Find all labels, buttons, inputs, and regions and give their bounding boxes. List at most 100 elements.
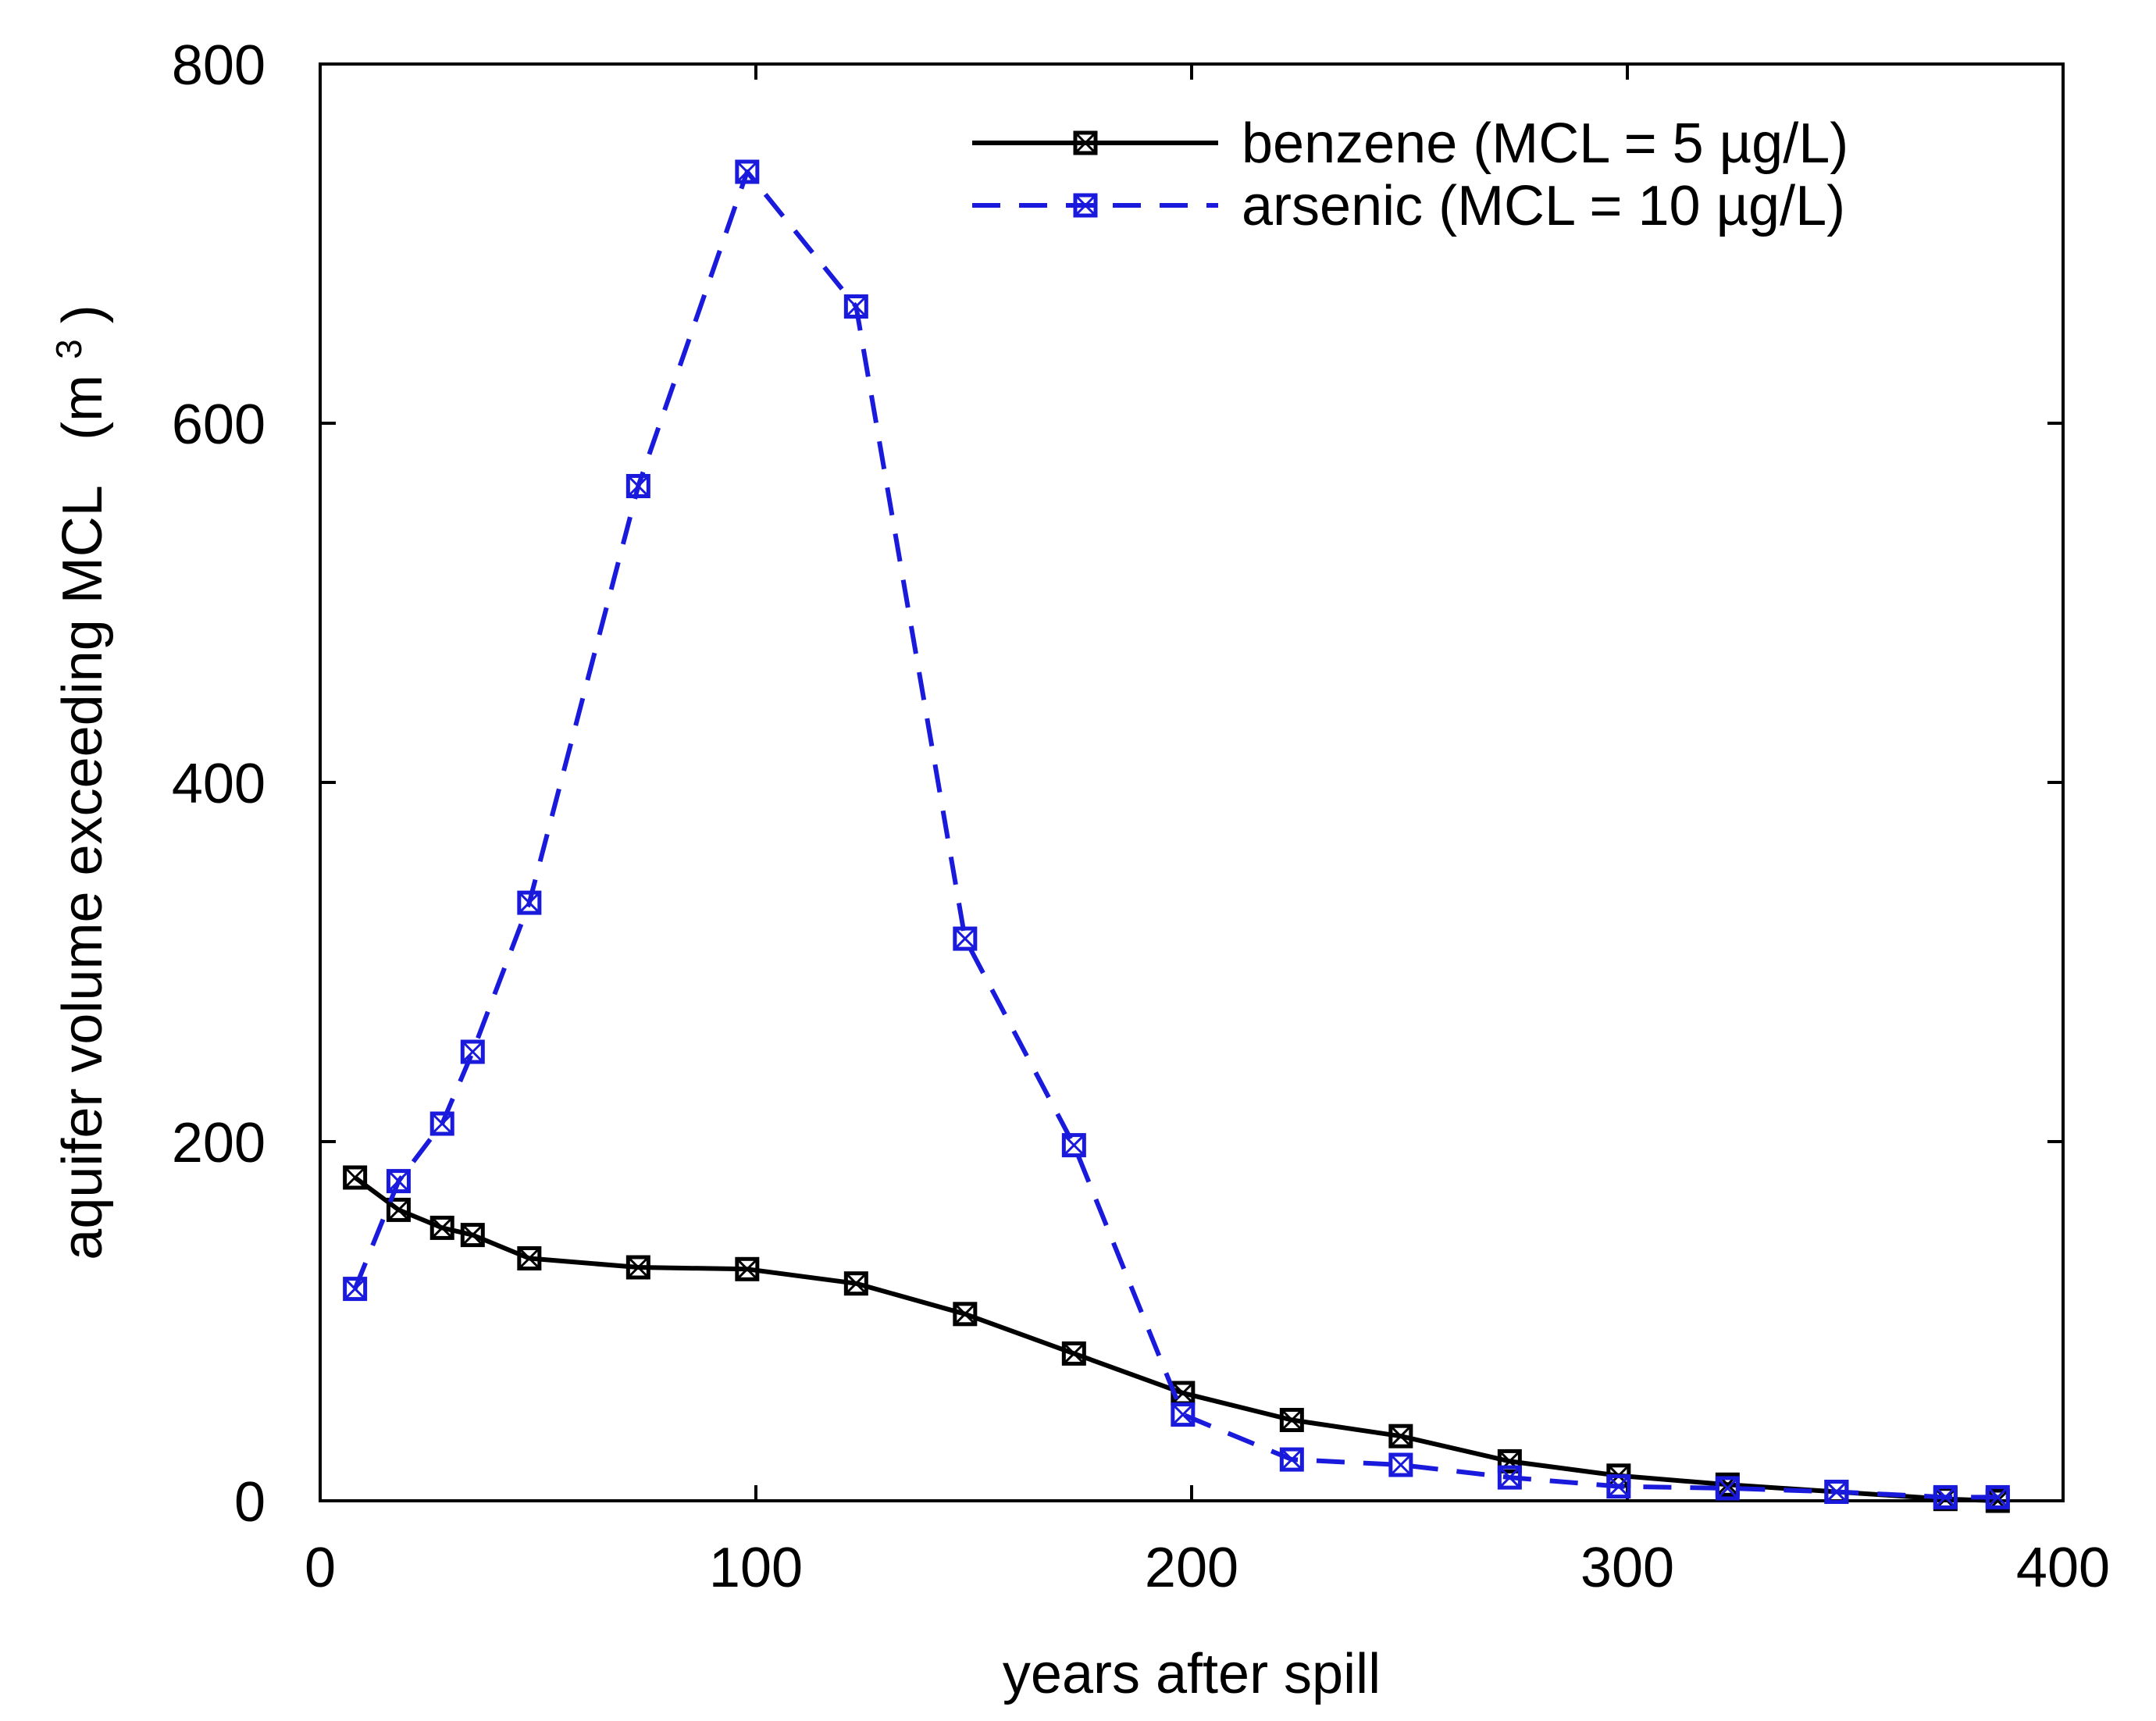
marker-square: [1279, 1408, 1304, 1432]
data-point: [735, 159, 760, 184]
marker-square: [1061, 1341, 1086, 1366]
data-point: [1388, 1423, 1413, 1448]
y-tick-label: 200: [172, 1112, 265, 1174]
legend-entry: benzene (MCL = 5 µg/L): [972, 112, 1848, 175]
marker-square: [1715, 1476, 1740, 1501]
marker-square: [625, 1255, 650, 1280]
marker-cross-b: [1987, 1486, 2009, 1509]
legend-entry: arsenic (MCL = 10 µg/L): [972, 175, 1845, 237]
marker-cross-b: [1825, 1480, 1848, 1503]
series-arsenic: [343, 159, 2010, 1509]
marker-cross-b: [627, 1256, 650, 1279]
y-tick-label: 600: [172, 394, 265, 456]
data-point: [625, 1255, 650, 1280]
y-tick-label: 400: [172, 753, 265, 815]
marker-square: [1279, 1447, 1304, 1472]
marker-square: [517, 1246, 542, 1270]
data-point: [735, 1256, 760, 1281]
marker-cross-b: [1281, 1448, 1303, 1471]
marker-cross-b: [518, 892, 540, 914]
marker-cross-b: [736, 1258, 758, 1281]
marker-square: [517, 890, 542, 915]
data-point: [386, 1169, 411, 1194]
marker-square: [625, 474, 650, 498]
data-series: [343, 159, 2010, 1513]
marker-cross-b: [461, 1224, 484, 1246]
y-axis-title-unit-exponent: 3: [48, 339, 89, 359]
marker-square: [843, 1271, 868, 1296]
marker-square: [735, 159, 760, 184]
marker-cross-b: [344, 1166, 366, 1189]
marker-square: [1606, 1474, 1631, 1499]
data-point: [429, 1111, 454, 1136]
marker-cross-b: [461, 1040, 484, 1064]
data-point: [1715, 1476, 1740, 1501]
marker-cross-b: [1281, 1409, 1303, 1431]
marker-cross-b: [1934, 1486, 1957, 1509]
series-benzene: [343, 1165, 2010, 1513]
marker-cross-b: [431, 1217, 454, 1239]
marker-square: [1073, 193, 1098, 218]
data-point: [343, 1277, 368, 1302]
marker-cross-b: [1389, 1453, 1412, 1477]
y-tick-label: 0: [234, 1471, 265, 1534]
data-point: [1279, 1447, 1304, 1472]
marker-square: [1933, 1484, 1958, 1509]
axis-ticks: 0 100 200 300 400 0 200 400 600 800: [172, 34, 2110, 1599]
marker-cross-b: [1499, 1466, 1521, 1489]
y-axis-title: aquifer volume exceeding MCL (m 3 ): [48, 305, 114, 1260]
data-point: [1606, 1474, 1631, 1499]
marker-square: [460, 1223, 485, 1248]
x-tick-label: 200: [1145, 1537, 1238, 1599]
marker-cross-b: [736, 160, 758, 184]
x-axis-title: years after spill: [1003, 1643, 1381, 1705]
data-point: [843, 1271, 868, 1296]
data-point: [460, 1039, 485, 1064]
legend-marker: [1073, 193, 1098, 218]
marker-cross-b: [1074, 194, 1097, 217]
marker-cross-b: [518, 1247, 540, 1270]
marker-cross-b: [387, 1199, 410, 1221]
marker-cross-b: [1171, 1403, 1194, 1426]
y-axis-title-main: aquifer volume exceeding MCL: [52, 486, 114, 1260]
data-point: [843, 294, 868, 319]
y-axis-title-unit: (m: [52, 375, 114, 440]
marker-square: [1824, 1480, 1849, 1504]
marker-cross-b: [1171, 1381, 1194, 1405]
marker-square: [1497, 1448, 1522, 1473]
data-point: [386, 1197, 411, 1222]
marker-square: [343, 1277, 368, 1302]
marker-square: [1171, 1402, 1196, 1427]
marker-cross-b: [344, 1277, 366, 1300]
data-point: [953, 1302, 978, 1327]
data-point: [1388, 1452, 1413, 1477]
x-tick-label: 300: [1580, 1537, 1674, 1599]
legend-label: arsenic (MCL = 10 µg/L): [1242, 175, 1845, 237]
marker-square: [1073, 130, 1098, 155]
data-point: [1497, 1465, 1522, 1490]
data-point: [625, 474, 650, 498]
marker-cross-b: [845, 1272, 868, 1295]
data-point: [343, 1165, 368, 1190]
marker-square: [1985, 1484, 2010, 1509]
data-point: [1985, 1484, 2010, 1509]
data-point: [1061, 1133, 1086, 1158]
marker-cross-b: [1063, 1134, 1085, 1156]
marker-cross-b: [953, 928, 976, 950]
data-point: [1171, 1402, 1196, 1427]
data-point: [1061, 1341, 1086, 1366]
marker-square: [429, 1215, 454, 1240]
data-point: [429, 1215, 454, 1240]
marker-square: [1388, 1452, 1413, 1477]
data-point: [517, 890, 542, 915]
data-point: [1279, 1408, 1304, 1432]
marker-cross-b: [1063, 1342, 1085, 1365]
legend-marker: [1073, 130, 1098, 155]
marker-square: [429, 1111, 454, 1136]
data-point: [460, 1223, 485, 1248]
data-point: [1933, 1484, 1958, 1509]
marker-cross-b: [1716, 1477, 1739, 1499]
marker-square: [735, 1256, 760, 1281]
